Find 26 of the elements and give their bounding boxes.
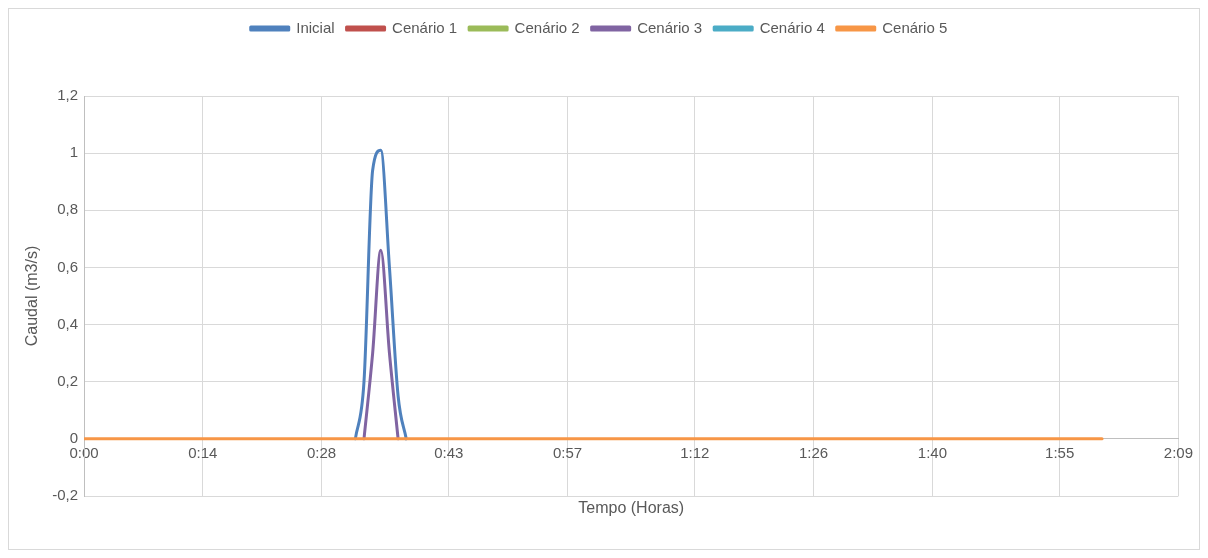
y-tick-label: 0,6 <box>57 257 79 275</box>
x-tick-label: 0:00 <box>69 444 99 461</box>
y-tick-label: 0,2 <box>57 371 79 389</box>
y-axis-title: Caudal (m3/s) <box>23 245 41 347</box>
x-tick-label: 1:40 <box>917 444 947 461</box>
y-tick-label: 0,4 <box>57 314 79 332</box>
x-tick-label: 0:14 <box>188 444 218 461</box>
legend-label: Cenário 2 <box>514 18 580 36</box>
x-tick-label: 1:26 <box>799 444 829 461</box>
x-tick-label: 2:09 <box>1163 444 1193 461</box>
legend-label: Inicial <box>296 18 335 36</box>
y-tick-label: -0,2 <box>52 486 79 504</box>
x-tick-label: 0:28 <box>307 444 337 461</box>
x-tick-label: 0:43 <box>434 444 464 461</box>
legend-label: Cenário 5 <box>882 18 948 36</box>
x-tick-label: 0:57 <box>553 444 583 461</box>
y-tick-label: 1,2 <box>57 86 79 104</box>
y-tick-label: 1 <box>69 143 79 161</box>
x-tick-label: 1:55 <box>1045 444 1075 461</box>
y-tick-label: 0 <box>69 429 79 446</box>
legend-label: Cenário 3 <box>637 18 703 36</box>
x-axis-title: Tempo (Horas) <box>578 498 685 516</box>
legend-label: Cenário 1 <box>392 18 458 36</box>
legend-label: Cenário 4 <box>759 18 825 36</box>
x-tick-label: 1:12 <box>680 444 710 461</box>
y-tick-label: 0,8 <box>57 200 79 218</box>
